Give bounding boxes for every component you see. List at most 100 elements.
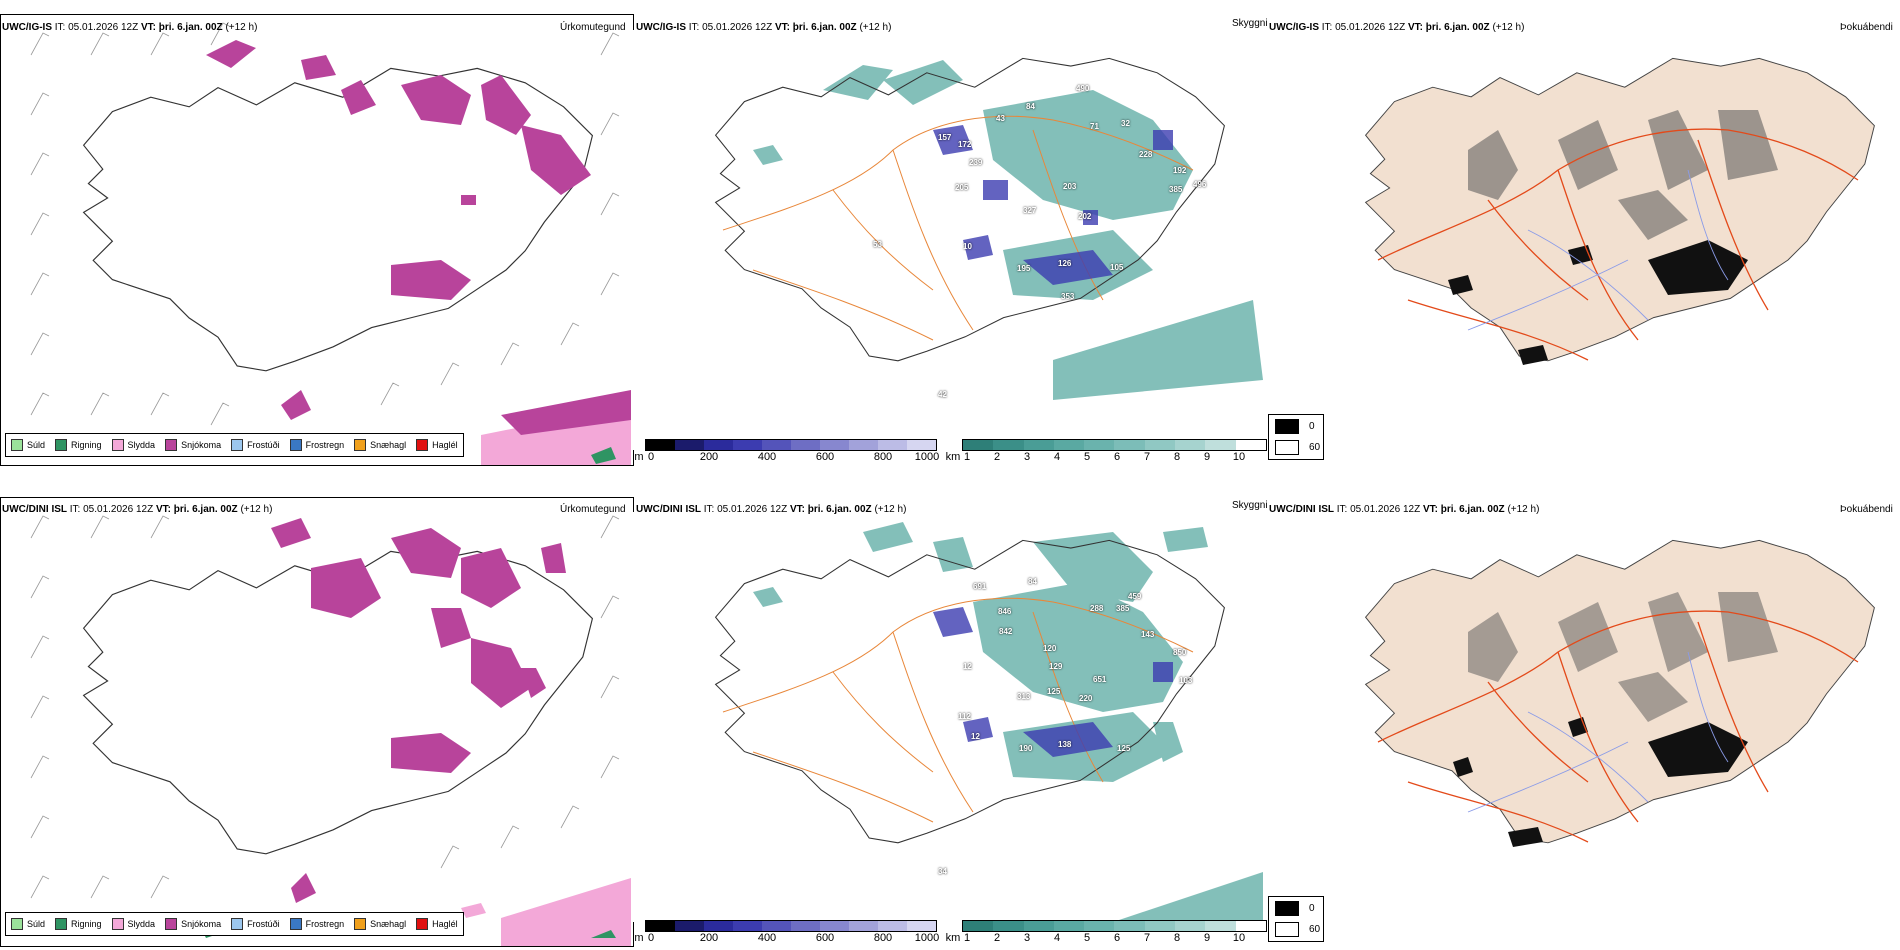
legend-label: Snæhagl (370, 440, 407, 450)
legend-item: Frostúði (231, 439, 280, 451)
colorbar-tick: 0 (647, 451, 655, 463)
legend-swatch (289, 439, 302, 451)
legend-item: Rigning (55, 918, 102, 930)
fog-legend-swatch (1275, 922, 1299, 937)
legend-label: Snjókoma (181, 440, 222, 450)
height-colorbar-segment (762, 440, 791, 450)
colorbar-ticks: m 0 200 400 600 800 1000 (634, 451, 945, 465)
cloud-base-label: 129 (1049, 662, 1063, 671)
colorbar-tick: 8 (1173, 451, 1181, 463)
valid-time: þri. 6.jan. 00Z (1425, 22, 1490, 33)
cloud-base-label: 496 (1193, 180, 1207, 189)
it-label: IT: (54, 22, 66, 33)
legend-item: Slydda (111, 439, 155, 451)
cloud-base-label: 220 (1079, 694, 1093, 703)
cloud-base-label: 84 (1026, 102, 1035, 111)
visibility-map (715, 57, 1263, 400)
lead-time: (+12 h) (859, 22, 892, 33)
colorbar-tick: 9 (1203, 451, 1211, 463)
legend-swatch (231, 918, 244, 930)
legend-item: Súld (11, 918, 45, 930)
panel-header: UWC/IG-IS IT: 05.01.2026 12Z VT: þri. 6.… (636, 22, 891, 34)
cloud-base-label: 842 (999, 627, 1013, 636)
cloud-base-label: 846 (998, 607, 1012, 616)
precip-legend: Súld Rigning Slydda Snjókoma Frostúði Fr… (5, 912, 464, 936)
cloud-base-label: 34 (938, 867, 947, 876)
visibility-colorbar-segment (1235, 440, 1266, 450)
legend-swatch (354, 918, 367, 930)
valid-time: þri. 6.jan. 00Z (173, 504, 238, 515)
visibility-map (715, 522, 1263, 922)
legend-swatch (231, 439, 244, 451)
fog-legend-value: 60 (1309, 442, 1321, 453)
legend-label: Haglél (432, 440, 458, 450)
colorbar-tick: 1 (963, 932, 971, 944)
legend-item: Snæhagl (354, 918, 406, 930)
rivers (1467, 169, 1729, 331)
legend-item: Snjókoma (165, 439, 221, 451)
precip-map (30, 515, 631, 946)
height-colorbar-segment (878, 921, 907, 931)
model-label: UWC/DINI ISL (1269, 504, 1334, 515)
fog-dense (1448, 240, 1748, 365)
colorbar-ticks: km 1 2 3 4 5 6 7 8 9 10 (945, 932, 1270, 946)
legend-label: Súld (27, 440, 46, 450)
cloud-base-colorbar (645, 920, 937, 932)
colorbar-tick: 200 (699, 451, 719, 463)
fog-shading (1468, 592, 1778, 722)
height-colorbar-segment (733, 921, 762, 931)
cloud-base-label: 32 (1121, 119, 1130, 128)
it-label: IT: (69, 504, 81, 515)
init-time: 05.01.2026 12Z (702, 22, 773, 33)
lead-time: (+12 h) (225, 22, 258, 33)
panel-header: UWC/IG-IS IT: 05.01.2026 12Z VT: þri. 6.… (2, 22, 257, 34)
height-colorbar-segment (704, 440, 733, 450)
colorbar-tick: 2 (993, 451, 1001, 463)
colorbar-ticks: km 1 2 3 4 5 6 7 8 9 10 (945, 451, 1270, 465)
init-time: 05.01.2026 12Z (83, 504, 154, 515)
fog-legend-row: 0 (1275, 901, 1315, 916)
vt-label: VT: (789, 504, 805, 515)
colorbar-tick: 3 (1023, 932, 1031, 944)
cloud-base-label: 327 (1023, 206, 1037, 215)
visibility-colorbar-segment (1053, 440, 1085, 450)
lead-time: (+12 h) (874, 504, 907, 515)
it-label: IT: (1336, 504, 1348, 515)
cloud-base-label: 157 (938, 133, 952, 142)
roads (722, 115, 1194, 341)
legend-label: Frostúði (247, 919, 280, 929)
legend-label: Súld (27, 919, 46, 929)
colorbar-unit: m (634, 932, 644, 944)
cloud-base-label: 126 (1058, 259, 1072, 268)
cloud-base-label: 459 (1128, 592, 1142, 601)
model-label: UWC/IG-IS (1269, 22, 1319, 33)
colorbar-ticks: m 0 200 400 600 800 1000 (634, 932, 945, 946)
precip-type-panel: Súld Rigning Slydda Snjókoma Frostúði Fr… (0, 14, 634, 466)
cloud-base-label: 143 (1141, 630, 1155, 639)
cloud-base-label: 205 (955, 183, 969, 192)
colorbar-tick: 400 (757, 932, 777, 944)
model-label: UWC/IG-IS (636, 22, 686, 33)
cloud-base-label: 125 (1117, 744, 1131, 753)
height-colorbar-segment (675, 921, 704, 931)
legend-label: Rigning (71, 919, 102, 929)
height-colorbar-segment (878, 440, 907, 450)
it-label: IT: (688, 22, 700, 33)
height-colorbar-segment (849, 440, 878, 450)
height-colorbar-segment (646, 921, 675, 931)
legend-label: Frostregn (305, 440, 345, 450)
legend-label: Slydda (127, 919, 156, 929)
colorbar-tick: 600 (815, 451, 835, 463)
visibility-colorbar-segment (1114, 921, 1145, 931)
legend-label: Frostúði (247, 440, 280, 450)
cloud-base-label: 192 (1173, 166, 1187, 175)
cloud-base-label: 202 (1078, 212, 1092, 221)
height-colorbar-segment (646, 440, 675, 450)
cloud-base-label: 228 (1139, 150, 1153, 159)
colorbar-tick: 7 (1143, 451, 1151, 463)
precip-snow-areas (271, 518, 566, 903)
height-colorbar-segment (762, 921, 791, 931)
legend-item: Frostregn (289, 439, 345, 451)
colorbar-tick: 4 (1053, 932, 1061, 944)
legend-swatch (11, 439, 23, 451)
